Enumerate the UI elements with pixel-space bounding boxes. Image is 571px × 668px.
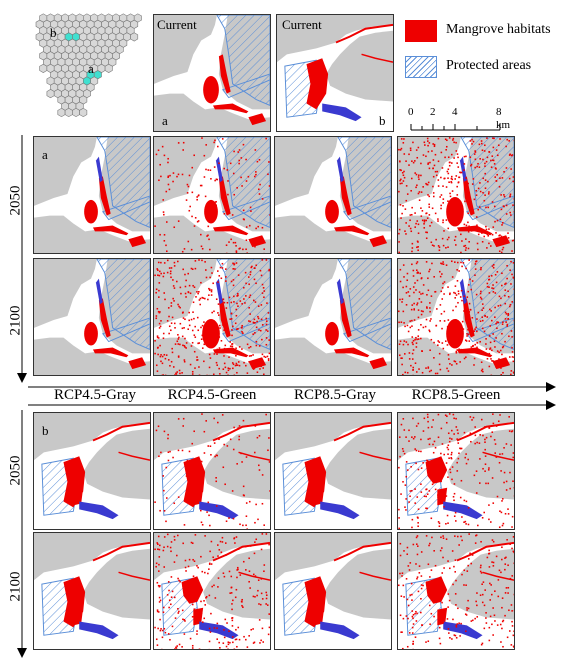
overview-hex (79, 107, 88, 118)
column-label-rcp45-green: RCP4.5-Green (167, 387, 257, 403)
overview-hex (72, 107, 80, 118)
legend-label-mangrove: Mangrove habitats (446, 22, 551, 37)
grid-a-map-2050-rcp85-green (398, 137, 514, 253)
grid-b-time-arrow (17, 410, 27, 658)
overview-hex (46, 89, 55, 99)
grid-a-panel-2100-rcp85-gray (274, 258, 392, 376)
grid-a-map-2100-rcp85-gray (275, 259, 391, 375)
grid-a-time-arrow (17, 135, 27, 383)
legend-swatch-mangrove (405, 20, 437, 42)
grid-b-map-2100-rcp85-gray (275, 533, 391, 649)
overview-hex (39, 63, 48, 73)
current-panel-a: Current a (153, 14, 271, 132)
overview-site-label-a: a (88, 61, 94, 76)
current-map-a (154, 15, 270, 131)
grid-a-map-2050-rcp45-green (154, 137, 270, 253)
grid-a-map-2100-rcp45-gray (34, 259, 150, 375)
legend-label-protected: Protected areas (446, 58, 532, 73)
scale-tick-0: 0 (408, 106, 414, 118)
column-label-rcp85-gray: RCP8.5-Gray (293, 387, 377, 403)
overview-hex-grid (35, 13, 142, 118)
grid-b-panel-2100-rcp45-green (153, 532, 271, 650)
scale-bar-graphic (410, 124, 501, 131)
grid-a-map-2050-rcp85-gray (275, 137, 391, 253)
grid-a-panel-2050-rcp85-gray (274, 136, 392, 254)
overview-hex (57, 107, 66, 118)
grid-b-site-label: b (42, 423, 49, 438)
current-panel-b-title: Current (282, 17, 322, 32)
grid-b-panel-2050-rcp45-gray (33, 412, 151, 530)
grid-b-map-2050-rcp45-green (154, 413, 270, 529)
overview-map: b a (30, 12, 150, 122)
grid-a-site-label: a (42, 147, 48, 162)
grid-a-panel-2100-rcp85-green (397, 258, 515, 376)
grid-b-map-2100-rcp85-green (398, 533, 514, 649)
grid-a-panel-2050-rcp45-green (153, 136, 271, 254)
grid-b-map-2050-rcp85-green (398, 413, 514, 529)
grid-b-panel-2100-rcp45-gray (33, 532, 151, 650)
current-panel-b-site-label: b (379, 113, 386, 128)
grid-a-map-2100-rcp85-green (398, 259, 514, 375)
grid-a-map-2050-rcp45-gray (34, 137, 150, 253)
scale-bar: 0 2 4 8 km (405, 106, 515, 136)
grid-a-panel-2050-rcp45-gray (33, 136, 151, 254)
overview-hex (64, 107, 73, 118)
grid-b-map-2050-rcp45-gray (34, 413, 150, 529)
scale-tick-8km: 8 km (496, 106, 511, 131)
grid-a-panel-2050-rcp85-green (397, 136, 515, 254)
grid-b-panel-2100-rcp85-green (397, 532, 515, 650)
grid-a-map-2100-rcp45-green (154, 259, 270, 375)
current-map-b (277, 15, 393, 131)
current-panel-a-title: Current (157, 17, 197, 32)
grid-b-panel-2050-rcp45-green (153, 412, 271, 530)
grid-b-panel-2100-rcp85-gray (274, 532, 392, 650)
scale-tick-2: 2 (430, 106, 436, 118)
current-panel-a-site-label: a (162, 113, 168, 128)
grid-b-map-2100-rcp45-green (154, 533, 270, 649)
grid-b-panel-2050-rcp85-green (397, 412, 515, 530)
grid-a-panel-2100-rcp45-green (153, 258, 271, 376)
grid-a-panel-2100-rcp45-gray (33, 258, 151, 376)
overview-hex (104, 63, 113, 73)
column-label-rcp85-green: RCP8.5-Green (411, 387, 501, 403)
grid-b-map-2100-rcp45-gray (34, 533, 150, 649)
legend-swatch-protected (405, 56, 437, 78)
grid-b-panel-2050-rcp85-gray (274, 412, 392, 530)
column-label-rcp45-gray: RCP4.5-Gray (53, 387, 137, 403)
overview-hex (130, 32, 139, 42)
scenario-arrow-bottom (28, 400, 556, 410)
scale-tick-4: 4 (452, 106, 458, 118)
grid-b-map-2050-rcp85-gray (275, 413, 391, 529)
current-panel-b: Current b (276, 14, 394, 132)
overview-site-label-b: b (50, 25, 57, 40)
scenario-arrow-top (28, 382, 556, 392)
